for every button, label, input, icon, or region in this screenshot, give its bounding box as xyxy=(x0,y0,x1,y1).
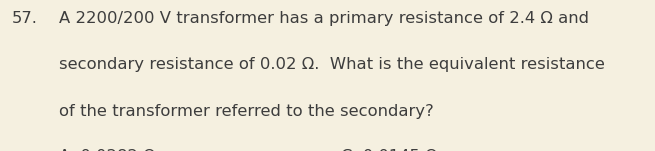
Text: of the transformer referred to the secondary?: of the transformer referred to the secon… xyxy=(59,104,434,119)
Text: C. 0.0145 Ω: C. 0.0145 Ω xyxy=(341,149,438,151)
Text: A. 0.0282 Ω: A. 0.0282 Ω xyxy=(59,149,156,151)
Text: 57.: 57. xyxy=(12,11,38,26)
Text: secondary resistance of 0.02 Ω.  What is the equivalent resistance: secondary resistance of 0.02 Ω. What is … xyxy=(59,57,605,72)
Text: A 2200/200 V transformer has a primary resistance of 2.4 Ω and: A 2200/200 V transformer has a primary r… xyxy=(59,11,589,26)
